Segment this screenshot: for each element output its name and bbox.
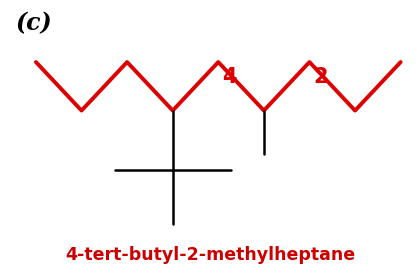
- Text: 4: 4: [223, 67, 237, 87]
- Text: 2: 2: [314, 67, 328, 87]
- Text: 4-tert-butyl-2-methylheptane: 4-tert-butyl-2-methylheptane: [65, 246, 355, 264]
- Text: (c): (c): [15, 11, 52, 35]
